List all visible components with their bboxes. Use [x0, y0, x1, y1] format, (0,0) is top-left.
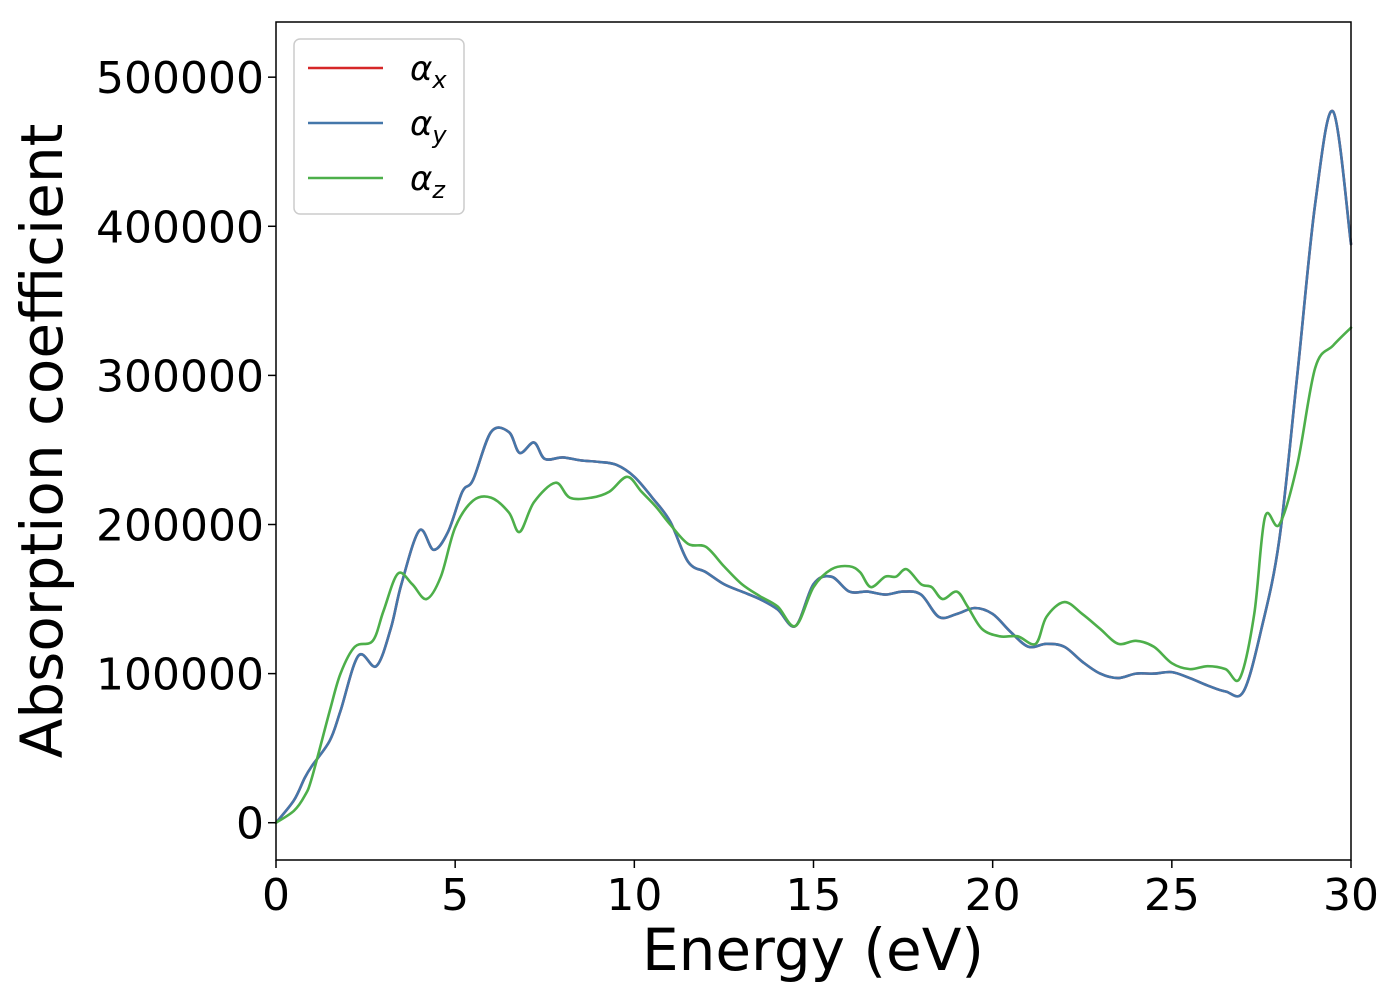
y-tick-label: 400000	[96, 202, 264, 253]
series-line-alpha-z	[274, 326, 1353, 825]
legend-subscript: x	[431, 66, 447, 94]
x-tick-label: 20	[965, 870, 1021, 921]
x-axis: 0 5 10 15 20 25 30	[262, 860, 1379, 921]
legend-label-alpha-z: αz	[410, 159, 446, 204]
x-tick-label: 30	[1323, 870, 1379, 921]
x-tick-label: 10	[606, 870, 662, 921]
x-axis-label: Energy (eV)	[642, 916, 984, 984]
legend-symbol: α	[410, 159, 432, 199]
y-tick-label: 0	[236, 799, 264, 850]
x-tick-label: 15	[786, 870, 842, 921]
y-tick-label: 100000	[96, 650, 264, 701]
legend-subscript: z	[431, 176, 446, 204]
x-tick-label: 5	[441, 870, 469, 921]
y-axis: 0 100000 200000 300000 400000 500000	[96, 53, 276, 850]
x-tick-label: 25	[1144, 870, 1200, 921]
y-tick-label: 300000	[96, 351, 264, 402]
legend-subscript: y	[431, 121, 447, 149]
legend-box	[293, 38, 465, 215]
legend-label-alpha-y: αy	[410, 104, 447, 149]
y-tick-label: 200000	[96, 501, 264, 552]
series-layer	[274, 109, 1353, 825]
y-tick-label: 500000	[96, 53, 264, 104]
legend-symbol: α	[410, 49, 432, 89]
y-axis-label: Absorption coefficient	[8, 124, 76, 759]
x-tick-label: 0	[262, 870, 290, 921]
legend-label-alpha-x: αx	[410, 49, 447, 94]
legend-symbol: α	[410, 104, 432, 144]
